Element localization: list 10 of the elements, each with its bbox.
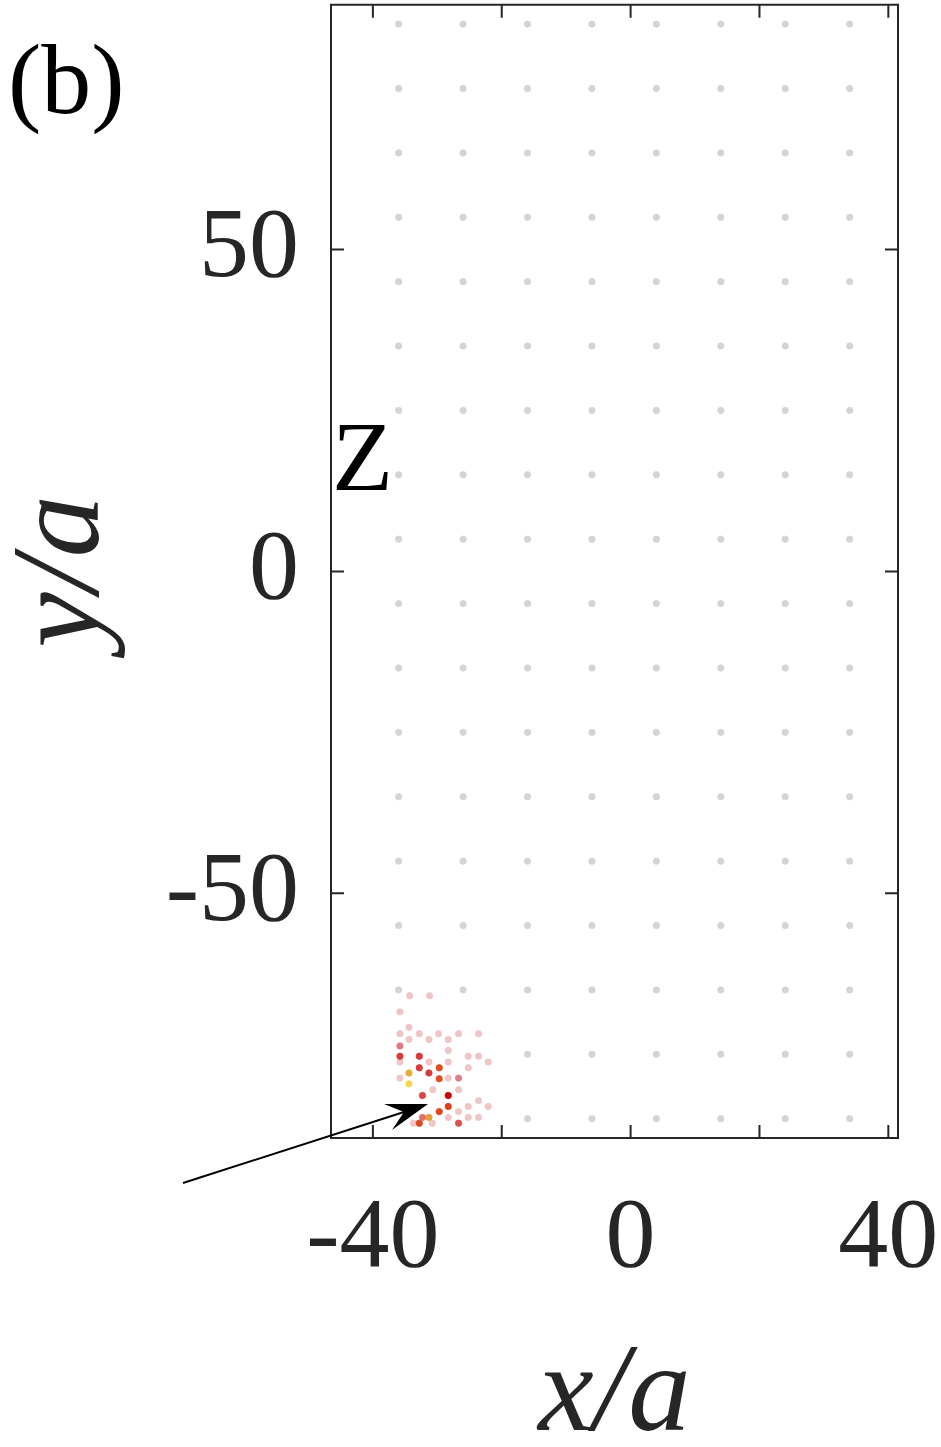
- x-tick-label: 0: [605, 1177, 656, 1289]
- chart-title: (b): [8, 24, 125, 135]
- x-axis-title: x/a: [536, 1318, 691, 1447]
- y-tick-label: -50: [165, 830, 299, 942]
- y-axis-title: y/a: [0, 495, 125, 659]
- y-tick-label: 0: [249, 508, 299, 620]
- annotation: Z: [332, 401, 394, 512]
- x-tick-label: -40: [306, 1177, 440, 1289]
- x-tick-label: 40: [838, 1177, 939, 1289]
- y-tick-label: 50: [199, 186, 299, 298]
